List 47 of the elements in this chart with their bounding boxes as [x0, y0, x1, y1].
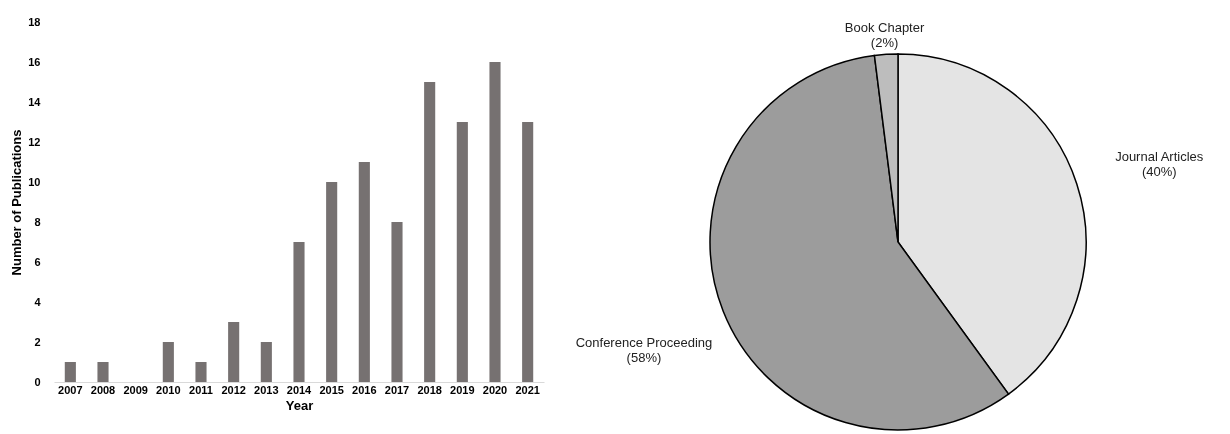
bar	[293, 242, 305, 382]
bar	[424, 82, 436, 382]
y-axis-title: Number of Publications	[9, 129, 25, 276]
x-tick-label: 2021	[515, 383, 540, 396]
bar	[162, 342, 174, 382]
data-label: (40%)	[1141, 164, 1177, 180]
y-tick-label: 6	[34, 255, 41, 268]
y-tick-label: 8	[34, 215, 41, 228]
x-tick-label: 2013	[254, 383, 279, 396]
slice-label: Journal Articles	[1115, 149, 1204, 165]
y-tick-label: 0	[34, 375, 41, 388]
data-label: (58%)	[626, 349, 662, 365]
x-tick-label: 2019	[450, 383, 475, 396]
bar	[522, 122, 534, 382]
x-tick-label: 2018	[417, 383, 442, 396]
x-tick-label: 2010	[156, 383, 181, 396]
bar	[358, 162, 370, 382]
x-tick-label: 2009	[123, 383, 148, 396]
x-tick-label: 2007	[58, 383, 83, 396]
data-label: (2%)	[870, 35, 899, 51]
bar	[228, 322, 240, 382]
x-tick-label: 2015	[319, 383, 344, 396]
bar	[97, 362, 109, 382]
x-tick-label: 2017	[384, 383, 410, 396]
bar	[456, 122, 468, 382]
x-axis-title: Year	[285, 397, 314, 413]
bar	[489, 62, 501, 382]
y-tick-label: 4	[34, 295, 42, 308]
slice-label: Book Chapter	[844, 20, 925, 36]
x-tick-label: 2014	[286, 383, 313, 396]
x-tick-label: 2008	[90, 383, 116, 396]
y-tick-label: 18	[28, 15, 41, 28]
x-tick-label: 2011	[189, 383, 213, 396]
x-tick-label: 2012	[221, 383, 246, 396]
bar	[260, 342, 272, 382]
bar	[391, 222, 403, 382]
y-tick-label: 2	[34, 335, 41, 348]
slice-label: Conference Proceeding	[575, 334, 713, 350]
y-tick-label: 16	[28, 55, 41, 68]
y-tick-label: 12	[28, 135, 41, 148]
y-tick-label: 10	[28, 175, 41, 188]
y-tick-label: 14	[28, 95, 42, 108]
x-tick-label: 2016	[352, 383, 377, 396]
x-tick-label: 2020	[482, 383, 508, 396]
bar	[195, 362, 207, 382]
bar	[64, 362, 76, 382]
bar	[326, 182, 338, 382]
